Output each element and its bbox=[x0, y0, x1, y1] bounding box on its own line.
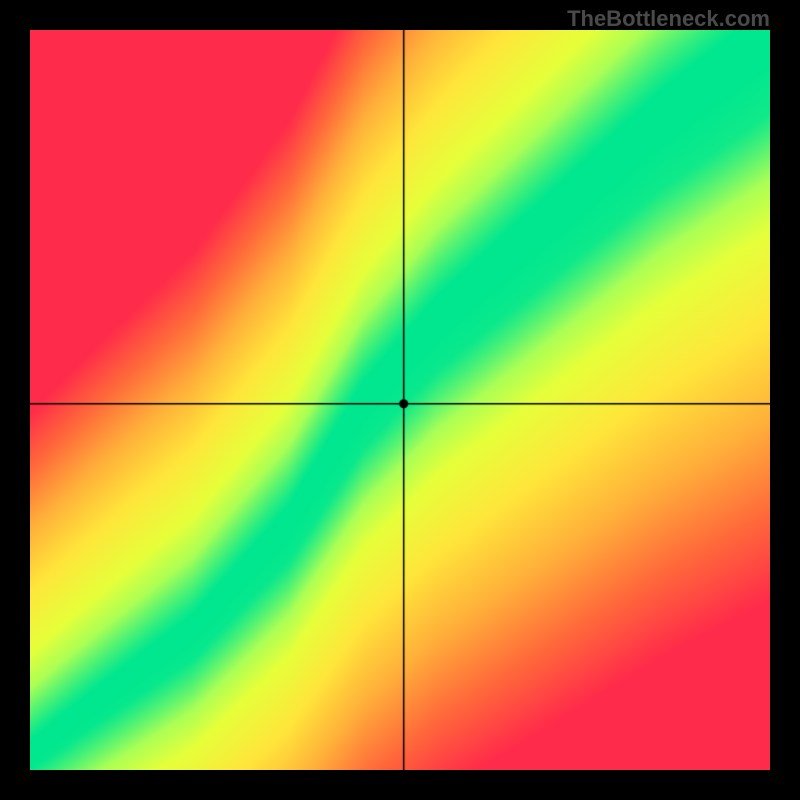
bottleneck-heatmap bbox=[30, 30, 770, 770]
watermark-text: TheBottleneck.com bbox=[567, 6, 770, 32]
chart-container: TheBottleneck.com bbox=[0, 0, 800, 800]
